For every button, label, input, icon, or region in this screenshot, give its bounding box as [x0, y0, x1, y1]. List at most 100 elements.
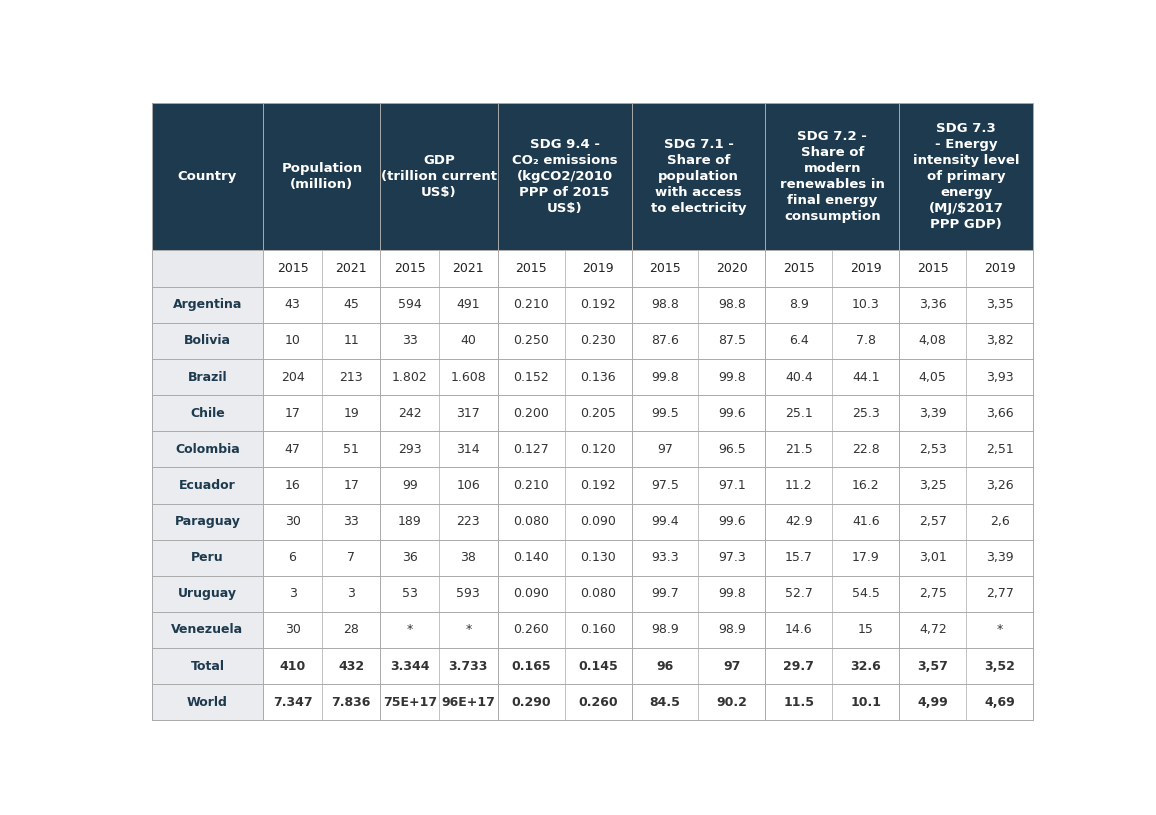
Text: Uruguay: Uruguay [178, 588, 237, 601]
Text: 106: 106 [457, 479, 480, 492]
Text: 7.8: 7.8 [855, 334, 876, 347]
FancyBboxPatch shape [264, 395, 1033, 431]
Text: 6: 6 [289, 551, 296, 564]
Text: 293: 293 [398, 443, 422, 456]
Text: 2,51: 2,51 [986, 443, 1014, 456]
FancyBboxPatch shape [151, 648, 1033, 685]
Text: 0.192: 0.192 [580, 479, 616, 492]
Text: 97.1: 97.1 [718, 479, 746, 492]
Text: 0.130: 0.130 [580, 551, 616, 564]
Text: *: * [407, 623, 413, 637]
Text: 2015: 2015 [394, 262, 425, 275]
Text: Country: Country [178, 170, 237, 183]
Text: 189: 189 [398, 515, 422, 528]
Text: 90.2: 90.2 [717, 696, 748, 709]
Text: 2019: 2019 [850, 262, 882, 275]
FancyBboxPatch shape [264, 575, 1033, 612]
Text: 42.9: 42.9 [785, 515, 813, 528]
Text: 2021: 2021 [452, 262, 484, 275]
Text: 51: 51 [343, 443, 360, 456]
Text: 2015: 2015 [516, 262, 547, 275]
Text: 0.120: 0.120 [580, 443, 616, 456]
FancyBboxPatch shape [151, 504, 1033, 540]
Text: 0.165: 0.165 [511, 659, 551, 672]
Text: 0.160: 0.160 [580, 623, 616, 637]
Text: 0.145: 0.145 [578, 659, 618, 672]
Text: 0.260: 0.260 [513, 623, 549, 637]
Text: 40: 40 [460, 334, 476, 347]
Text: 98.9: 98.9 [651, 623, 679, 637]
FancyBboxPatch shape [264, 648, 1033, 685]
Text: 8.9: 8.9 [788, 298, 809, 311]
Text: 3.733: 3.733 [449, 659, 488, 672]
Text: Colombia: Colombia [175, 443, 239, 456]
Text: 1.802: 1.802 [392, 371, 428, 384]
Text: Venezuela: Venezuela [171, 623, 244, 637]
FancyBboxPatch shape [264, 540, 1033, 575]
FancyBboxPatch shape [264, 685, 1033, 720]
FancyBboxPatch shape [151, 431, 1033, 467]
Text: 4,69: 4,69 [985, 696, 1015, 709]
Text: 0.080: 0.080 [580, 588, 616, 601]
Text: 29.7: 29.7 [784, 659, 814, 672]
Text: 2020: 2020 [716, 262, 748, 275]
Text: World: World [187, 696, 228, 709]
Text: 99.5: 99.5 [651, 407, 679, 420]
FancyBboxPatch shape [151, 287, 1033, 323]
Text: 4,05: 4,05 [919, 371, 947, 384]
FancyBboxPatch shape [151, 540, 1033, 575]
Text: 2021: 2021 [335, 262, 366, 275]
FancyBboxPatch shape [151, 250, 1033, 287]
FancyBboxPatch shape [151, 103, 1033, 250]
Text: 11.2: 11.2 [785, 479, 813, 492]
Text: 223: 223 [457, 515, 480, 528]
FancyBboxPatch shape [151, 359, 1033, 395]
Text: 0.210: 0.210 [513, 479, 549, 492]
FancyBboxPatch shape [151, 323, 1033, 359]
Text: 38: 38 [460, 551, 476, 564]
Text: 36: 36 [402, 551, 417, 564]
Text: 0.090: 0.090 [513, 588, 549, 601]
Text: Chile: Chile [190, 407, 224, 420]
Text: 0.250: 0.250 [513, 334, 549, 347]
Text: SDG 9.4 -
CO₂ emissions
(kgCO2/2010
PPP of 2015
US$): SDG 9.4 - CO₂ emissions (kgCO2/2010 PPP … [512, 138, 617, 215]
Text: 25.1: 25.1 [785, 407, 813, 420]
Text: 32.6: 32.6 [851, 659, 881, 672]
FancyBboxPatch shape [151, 612, 1033, 648]
Text: GDP
(trillion current
US$): GDP (trillion current US$) [381, 154, 497, 199]
Text: 10.3: 10.3 [852, 298, 880, 311]
Text: 30: 30 [284, 623, 301, 637]
Text: 3,01: 3,01 [919, 551, 947, 564]
Text: 3,66: 3,66 [986, 407, 1014, 420]
Text: 44.1: 44.1 [852, 371, 880, 384]
Text: 2,53: 2,53 [919, 443, 947, 456]
Text: Peru: Peru [191, 551, 224, 564]
Text: 99.6: 99.6 [718, 407, 746, 420]
Text: 47: 47 [284, 443, 301, 456]
FancyBboxPatch shape [264, 250, 1033, 287]
Text: 33: 33 [402, 334, 417, 347]
Text: 3,57: 3,57 [918, 659, 948, 672]
Text: 54.5: 54.5 [852, 588, 880, 601]
Text: 0.127: 0.127 [513, 443, 549, 456]
Text: 19: 19 [343, 407, 360, 420]
Text: 7.836: 7.836 [332, 696, 371, 709]
FancyBboxPatch shape [264, 359, 1033, 395]
Text: 0.210: 0.210 [513, 298, 549, 311]
Text: SDG 7.3
- Energy
intensity level
of primary
energy
(MJ/$2017
PPP GDP): SDG 7.3 - Energy intensity level of prim… [913, 122, 1020, 231]
Text: 99.8: 99.8 [651, 371, 679, 384]
Text: 22.8: 22.8 [852, 443, 880, 456]
Text: 3,26: 3,26 [986, 479, 1014, 492]
Text: Argentina: Argentina [172, 298, 242, 311]
Text: 11.5: 11.5 [784, 696, 814, 709]
Text: 17: 17 [284, 407, 301, 420]
Text: 0.205: 0.205 [580, 407, 616, 420]
Text: 99.4: 99.4 [651, 515, 679, 528]
Text: 6.4: 6.4 [790, 334, 809, 347]
Text: 2015: 2015 [783, 262, 815, 275]
Text: 3,52: 3,52 [984, 659, 1015, 672]
Text: 14.6: 14.6 [785, 623, 813, 637]
Text: *: * [996, 623, 1003, 637]
Text: 317: 317 [457, 407, 480, 420]
Text: 2019: 2019 [984, 262, 1016, 275]
